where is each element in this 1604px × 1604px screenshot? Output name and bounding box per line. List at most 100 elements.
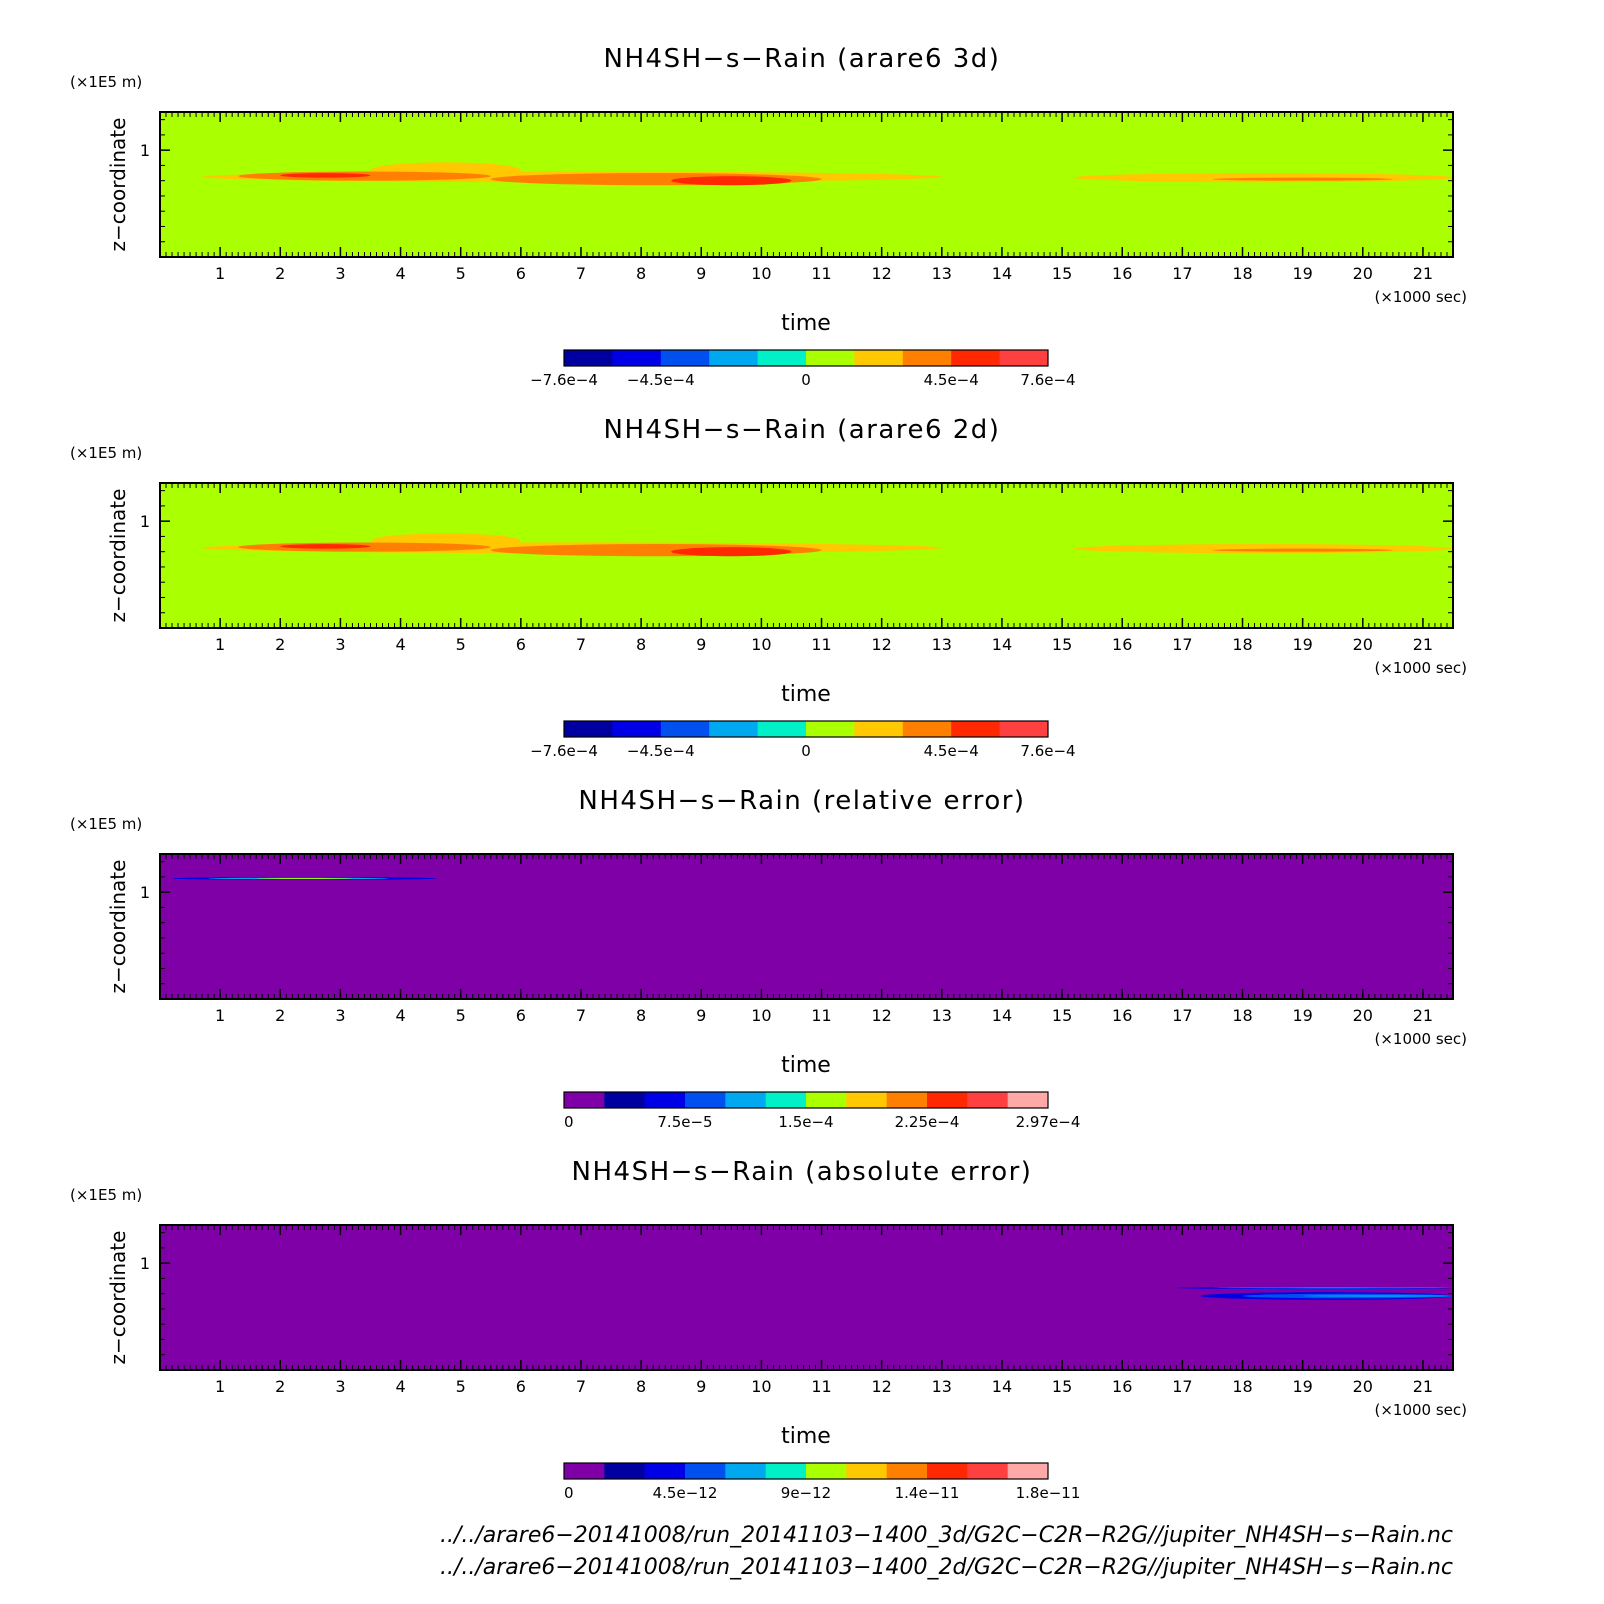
x-axis-label: time (781, 1053, 831, 1078)
colorbar-label: 9e−12 (781, 1484, 831, 1502)
x-tick-label: 19 (1292, 635, 1312, 654)
colorbar-swatch (685, 1092, 726, 1108)
x-axis-label: time (781, 682, 831, 707)
x-tick-label: 2 (275, 1377, 285, 1396)
x-tick-label: 21 (1413, 264, 1433, 283)
x-tick-label: 12 (871, 264, 891, 283)
colorbar-swatch (612, 721, 662, 737)
colorbar-frame (563, 349, 1049, 367)
x-tick-label: 13 (932, 1377, 952, 1396)
colorbar-swatch (846, 1463, 888, 1479)
x-tick-label: 20 (1353, 1377, 1373, 1396)
x-tick-label: 7 (576, 1377, 586, 1396)
x-tick-label: 1 (215, 1377, 225, 1396)
x-tick-label: 18 (1232, 264, 1252, 283)
colorbar-swatch (709, 721, 759, 737)
x-tick-label: 12 (871, 635, 891, 654)
y-tick-label: 1 (140, 883, 150, 902)
colorbar-swatch (967, 1463, 1009, 1479)
x-axis-label: time (781, 311, 831, 336)
x-tick-label: 9 (696, 1377, 706, 1396)
x-tick-label: 11 (811, 635, 831, 654)
x-tick-label: 14 (992, 1377, 1012, 1396)
x-tick-label: 20 (1353, 264, 1373, 283)
x-tick-label: 16 (1112, 635, 1132, 654)
x-tick-label: 15 (1052, 1377, 1072, 1396)
colorbar-swatch (951, 721, 1001, 737)
colorbar-label: −4.5e−4 (627, 742, 695, 760)
x-tick-label: 7 (576, 1006, 586, 1025)
x-tick-label: 12 (871, 1006, 891, 1025)
x-tick-label: 14 (992, 264, 1012, 283)
colorbar-swatch (806, 1463, 847, 1479)
colorbar-frame (563, 720, 1049, 738)
x-tick-label: 11 (811, 1377, 831, 1396)
colorbar-swatch (564, 350, 613, 366)
colorbar-swatch (999, 721, 1049, 737)
colorbar-swatch (902, 350, 952, 366)
colorbar-label: 0 (564, 1113, 574, 1131)
y-axis-label: z−coordinate (106, 860, 130, 994)
x-tick-label: 12 (871, 1377, 891, 1396)
chart-title: NH4SH−s−Rain (relative error) (578, 786, 1025, 816)
contour-layer (172, 876, 437, 880)
contour-region (671, 176, 792, 186)
colorbar-label: 7.6e−4 (1020, 742, 1075, 760)
x-tick-label: 1 (215, 264, 225, 283)
field-background (160, 483, 1453, 628)
y-unit-label: (×1E5 m) (70, 73, 142, 91)
x-tick-label: 19 (1292, 1377, 1312, 1396)
x-tick-label: 8 (636, 264, 646, 283)
field-background (160, 112, 1453, 257)
x-tick-label: 18 (1232, 1006, 1252, 1025)
colorbar-swatch (927, 1092, 968, 1108)
x-tick-label: 21 (1413, 1006, 1433, 1025)
colorbar-label: −7.6e−4 (530, 742, 598, 760)
x-tick-label: 4 (395, 635, 405, 654)
colorbar-swatch (725, 1092, 767, 1108)
y-tick-label: 1 (140, 141, 150, 160)
x-tick-label: 19 (1292, 264, 1312, 283)
colorbar-swatch (644, 1463, 686, 1479)
x-tick-label: 3 (335, 1006, 345, 1025)
x-tick-label: 11 (811, 1006, 831, 1025)
y-axis-label: z−coordinate (106, 489, 130, 623)
x-tick-label: 7 (576, 264, 586, 283)
x-tick-label: 2 (275, 1006, 285, 1025)
colorbar-label: 0 (801, 742, 811, 760)
x-tick-label: 6 (516, 1377, 526, 1396)
chart-panel-1: NH4SH−s−Rain (arare6 3d)(×1E5 m)1 2 3 4 5 6 7 8… (70, 44, 1467, 389)
colorbar-label: 4.5e−4 (924, 371, 979, 389)
colorbar-label: −7.6e−4 (530, 371, 598, 389)
x-tick-label: 14 (992, 635, 1012, 654)
x-tick-label: 15 (1052, 1006, 1072, 1025)
x-unit-label: (×1000 sec) (1374, 1401, 1467, 1419)
x-tick-label: 1 (215, 1006, 225, 1025)
x-tick-label: 1 (215, 635, 225, 654)
colorbar-swatch (854, 350, 904, 366)
x-tick-label: 11 (811, 264, 831, 283)
contour-region (671, 547, 792, 557)
colorbar-swatch (765, 1463, 807, 1479)
colorbar-swatch (564, 1092, 605, 1108)
x-tick-label: 5 (456, 1377, 466, 1396)
y-unit-label: (×1E5 m) (70, 1186, 142, 1204)
x-tick-label: 3 (335, 635, 345, 654)
x-tick-label: 2 (275, 264, 285, 283)
x-tick-label: 5 (456, 635, 466, 654)
chart-title: NH4SH−s−Rain (arare6 2d) (604, 415, 1001, 445)
x-tick-label: 9 (696, 635, 706, 654)
x-tick-label: 5 (456, 264, 466, 283)
footer-path-2d: ../../arare6−20141008/run_20141103−1400_… (440, 1555, 1453, 1580)
chart-title: NH4SH−s−Rain (absolute error) (572, 1157, 1033, 1187)
x-tick-label: 16 (1112, 1377, 1132, 1396)
colorbar-swatch (1007, 1092, 1049, 1108)
field-background (160, 854, 1453, 999)
y-axis-label: z−coordinate (106, 1231, 130, 1365)
colorbar-swatch (1007, 1463, 1049, 1479)
x-tick-label: 3 (335, 1377, 345, 1396)
plot-frame (159, 111, 1454, 258)
colorbar-swatch (757, 721, 807, 737)
colorbar-label: 2.97e−4 (1016, 1113, 1081, 1131)
x-tick-label: 14 (992, 1006, 1012, 1025)
